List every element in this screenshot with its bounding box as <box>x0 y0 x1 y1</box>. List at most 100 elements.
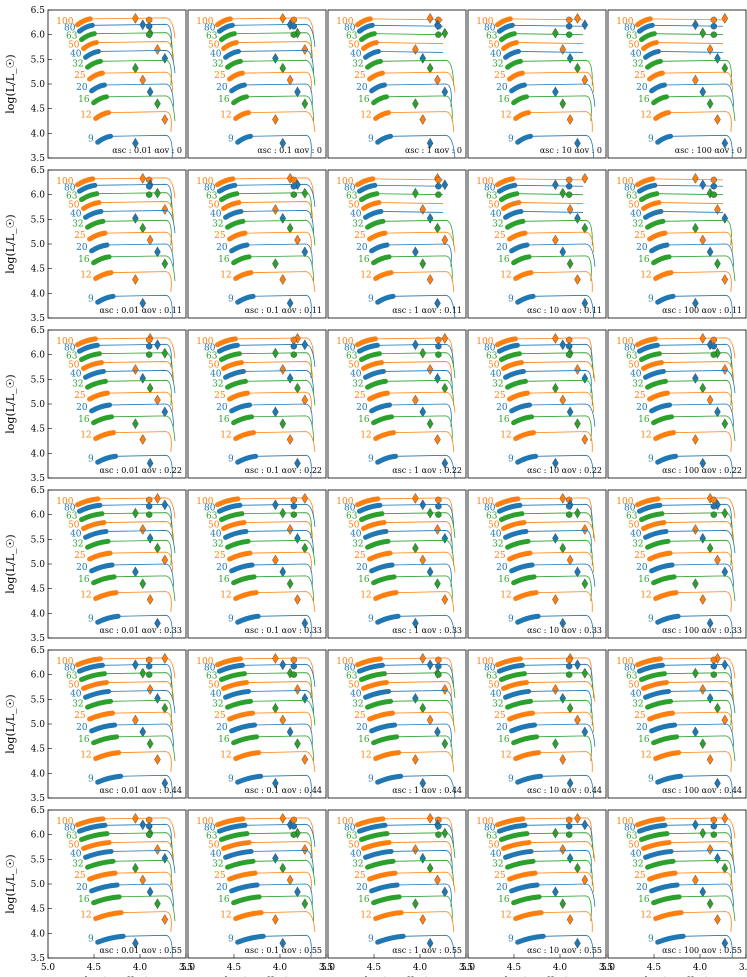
mass-label: 9 <box>88 774 94 784</box>
mass-label: 25 <box>634 391 646 401</box>
track-mass-63: 63 <box>626 667 733 698</box>
main-sequence-band <box>223 528 249 540</box>
mass-label: 16 <box>218 255 230 265</box>
main-sequence-band <box>85 378 108 390</box>
main-sequence-band <box>653 110 672 122</box>
post-ms-track <box>116 735 176 762</box>
main-sequence-band <box>93 910 124 922</box>
diamond-marker <box>714 702 721 714</box>
main-sequence-band <box>647 230 668 242</box>
track-mass-16: 16 <box>78 574 176 602</box>
mass-label: 12 <box>640 911 651 921</box>
x-axis-label: log(T_eff/K) <box>365 975 430 977</box>
x-tick-label: 4.0 <box>693 963 708 973</box>
post-ms-track <box>661 512 733 538</box>
track-mass-100: 100 <box>616 492 736 519</box>
diamond-marker <box>426 12 434 24</box>
post-ms-track <box>107 832 173 858</box>
track-mass-32: 32 <box>632 58 732 86</box>
main-sequence-band <box>634 336 658 348</box>
main-sequence-band <box>83 208 104 220</box>
mass-label: 63 <box>486 32 498 42</box>
circle-marker <box>145 663 153 670</box>
diamond-marker <box>581 74 589 86</box>
main-sequence-band <box>95 613 121 625</box>
diamond-marker <box>559 692 566 704</box>
mass-label: 80 <box>64 23 76 33</box>
track-mass-50: 50 <box>628 40 724 55</box>
circle-marker <box>710 183 717 190</box>
post-ms-track <box>396 735 453 762</box>
main-sequence-band <box>223 48 241 60</box>
diamond-marker <box>692 372 699 384</box>
diamond-marker <box>146 382 154 394</box>
main-sequence-band <box>645 218 666 230</box>
mass-label: 100 <box>476 337 493 347</box>
main-sequence-band <box>356 182 378 194</box>
mass-label: 16 <box>498 575 510 585</box>
mass-label: 50 <box>488 41 500 51</box>
post-ms-track <box>382 219 454 246</box>
post-ms-track <box>109 841 174 862</box>
main-sequence-band <box>78 191 100 203</box>
panel-frame <box>467 9 607 159</box>
x-axis-label: log(T_eff/K) <box>225 975 290 977</box>
post-ms-track <box>96 192 173 218</box>
track-mass-16: 16 <box>358 414 453 442</box>
mass-label: 20 <box>636 723 648 733</box>
mass-label: 100 <box>56 497 73 507</box>
diamond-marker <box>692 19 699 31</box>
alpha-annotation: αsc : 0.1 αov : 0.55 <box>245 946 322 955</box>
mass-label: 12 <box>640 431 651 441</box>
circle-marker <box>710 816 717 824</box>
mass-label: 20 <box>76 83 88 93</box>
main-sequence-band <box>641 360 664 371</box>
diamond-marker <box>426 937 434 949</box>
main-sequence-band <box>367 870 398 882</box>
track-mass-50: 50 <box>348 680 452 702</box>
diamond-marker <box>721 364 729 375</box>
mass-label: 20 <box>216 563 228 573</box>
main-sequence-band <box>363 48 381 60</box>
main-sequence-band <box>503 848 534 860</box>
track-mass-100: 100 <box>56 332 176 359</box>
diamond-marker <box>566 258 574 270</box>
main-sequence-band <box>87 550 113 562</box>
circle-marker <box>290 176 297 184</box>
main-sequence-band <box>95 133 114 145</box>
track-mass-9: 9 <box>508 133 594 159</box>
post-ms-track <box>104 83 174 107</box>
circle-marker <box>290 351 297 358</box>
post-ms-track <box>108 690 176 714</box>
track-mass-16: 16 <box>78 734 176 762</box>
post-ms-track <box>385 530 453 554</box>
main-sequence-band <box>503 368 526 380</box>
circle-marker <box>435 831 442 838</box>
track-mass-16: 16 <box>78 94 176 122</box>
main-sequence-band <box>643 208 664 220</box>
mass-label: 9 <box>648 934 654 944</box>
main-sequence-band <box>225 538 251 550</box>
track-mass-9: 9 <box>368 613 456 639</box>
track-mass-100: 100 <box>476 12 584 28</box>
track-mass-12: 12 <box>360 910 454 932</box>
diamond-marker <box>721 566 729 578</box>
mass-label: 9 <box>368 134 374 144</box>
diamond-marker <box>146 684 154 695</box>
track-mass-50: 50 <box>488 520 596 542</box>
track-mass-12: 12 <box>360 750 454 772</box>
post-ms-track <box>250 551 312 573</box>
diamond-marker <box>426 212 434 224</box>
post-ms-track <box>244 83 313 107</box>
circle-marker <box>435 23 442 30</box>
track-mass-40: 40 <box>350 208 444 224</box>
post-ms-track <box>397 883 452 907</box>
post-ms-track <box>250 134 312 159</box>
track-mass-9: 9 <box>228 293 312 319</box>
diamond-marker <box>419 499 426 511</box>
post-ms-track <box>241 512 312 538</box>
y-tick-label: 6.5 <box>31 6 46 16</box>
post-ms-track <box>242 219 316 246</box>
diamond-marker <box>559 898 566 910</box>
